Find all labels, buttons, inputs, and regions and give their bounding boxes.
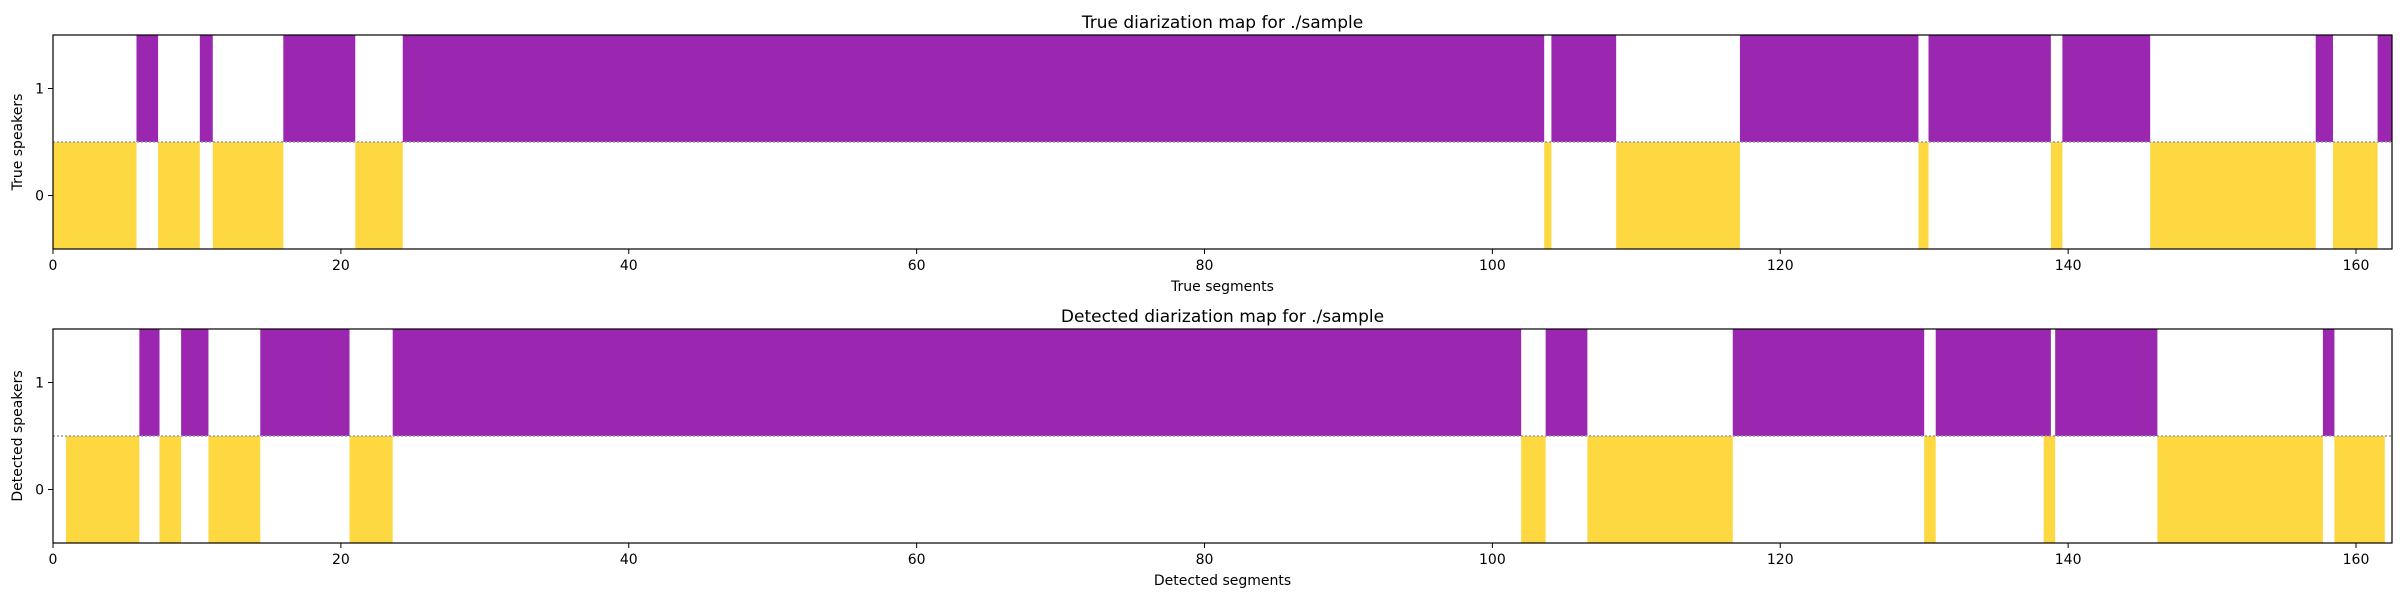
- speaker-1-segment: [2315, 35, 2333, 142]
- x-tick-label: 0: [49, 552, 58, 568]
- x-tick-label: 100: [1479, 552, 1506, 568]
- speaker-1-segment: [1935, 329, 2051, 436]
- speaker-1-segment: [283, 35, 356, 142]
- x-tick-label: 160: [2343, 552, 2370, 568]
- chart-panel-2: 0 20 40 60 80 100 120 140 160 0 1 Detected diarizat…: [10, 307, 2393, 589]
- speaker-1-segment: [2377, 35, 2392, 142]
- speaker-1-segment: [2322, 329, 2335, 436]
- speaker-0-segment: [2043, 436, 2056, 543]
- chart-title: True diarization map for ./sample: [1081, 13, 1363, 33]
- x-tick-label: 20: [332, 258, 350, 274]
- x-tick-label: 100: [1479, 258, 1506, 274]
- speaker-1-segment: [181, 329, 209, 436]
- speaker-0-segment: [159, 436, 182, 543]
- x-tick-label: 60: [908, 258, 926, 274]
- speaker-1-segment: [1732, 329, 1925, 436]
- speaker-0-segment: [208, 436, 261, 543]
- x-tick-label: 80: [1196, 552, 1214, 568]
- x-tick-label: 60: [908, 552, 926, 568]
- chart-panel-1: 0 20 40 60 80 100 120 140 160 0 1 True diarization …: [10, 13, 2393, 295]
- axes-frame: [52, 34, 2393, 250]
- x-tick-label: 140: [2055, 552, 2082, 568]
- speaker-0-segment: [2157, 436, 2323, 543]
- speaker-0-segment: [1616, 142, 1740, 249]
- x-tick-label: 80: [1196, 258, 1214, 274]
- x-axis-label: Detected segments: [1154, 573, 1291, 589]
- x-tick-label: 20: [332, 552, 350, 568]
- speaker-1-segment: [260, 329, 350, 436]
- speaker-0-segment: [65, 436, 140, 543]
- chart-title: Detected diarization map for ./sample: [1061, 307, 1384, 327]
- speaker-1-segment: [199, 35, 213, 142]
- speaker-1-segment: [402, 35, 1545, 142]
- y-tick-label: 0: [35, 189, 44, 205]
- speaker-1-segment: [1739, 35, 1919, 142]
- speaker-1-segment: [1545, 329, 1588, 436]
- speaker-1-segment: [392, 329, 1522, 436]
- x-tick-label: 40: [620, 258, 638, 274]
- y-tick-label: 1: [35, 82, 44, 98]
- speaker-0-segment: [1521, 436, 1546, 543]
- speaker-0-segment: [349, 436, 393, 543]
- speaker-0-segment: [212, 142, 284, 249]
- speaker-0-segment: [1544, 142, 1552, 249]
- speaker-0-segment: [1587, 436, 1733, 543]
- x-axis-label: True segments: [1170, 279, 1274, 295]
- speaker-1-segment: [136, 35, 159, 142]
- y-tick-label: 0: [35, 483, 44, 499]
- speaker-1-segment: [139, 329, 160, 436]
- x-tick-label: 140: [2055, 258, 2082, 274]
- x-tick-label: 120: [1767, 258, 1794, 274]
- speaker-0-segment: [158, 142, 200, 249]
- x-tick-label: 40: [620, 552, 638, 568]
- x-tick-label: 160: [2343, 258, 2370, 274]
- speaker-1-segment: [2055, 329, 2158, 436]
- speaker-1-segment: [1551, 35, 1617, 142]
- speaker-0-segment: [53, 142, 137, 249]
- axes-frame: [52, 328, 2393, 544]
- speaker-1-segment: [1928, 35, 2051, 142]
- speaker-0-segment: [2334, 436, 2385, 543]
- y-axis-label: Detected speakers: [10, 370, 26, 501]
- speaker-0-segment: [355, 142, 403, 249]
- speaker-0-segment: [2050, 142, 2063, 249]
- speaker-0-segment: [1918, 142, 1929, 249]
- y-axis-label: True speakers: [10, 94, 26, 192]
- x-tick-label: 120: [1767, 552, 1794, 568]
- x-tick-label: 0: [49, 258, 58, 274]
- speaker-0-segment: [1924, 436, 1936, 543]
- speaker-0-segment: [2150, 142, 2316, 249]
- speaker-0-segment: [2332, 142, 2378, 249]
- speaker-1-segment: [2062, 35, 2151, 142]
- y-tick-label: 1: [35, 376, 44, 392]
